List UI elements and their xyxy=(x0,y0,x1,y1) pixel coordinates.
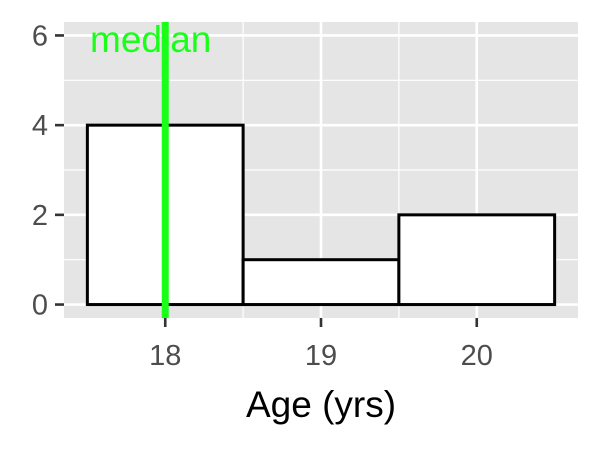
x-tick-label: 20 xyxy=(461,340,493,372)
histogram-bar xyxy=(241,258,401,307)
x-tick-label: 18 xyxy=(149,340,181,372)
y-tick-label: 4 xyxy=(32,110,48,142)
y-tick-label: 6 xyxy=(32,20,48,52)
x-tick-label: 19 xyxy=(305,340,337,372)
median-marker: median xyxy=(90,19,211,318)
y-tick-label: 2 xyxy=(32,200,48,232)
x-axis-title: Age (yrs) xyxy=(246,384,396,425)
median-label: median xyxy=(90,19,211,60)
histogram-bar xyxy=(397,213,557,307)
x-axis: 18 19 20 xyxy=(149,318,493,372)
y-tick-label: 0 xyxy=(32,290,48,322)
y-axis: 0 2 4 6 xyxy=(32,20,64,322)
